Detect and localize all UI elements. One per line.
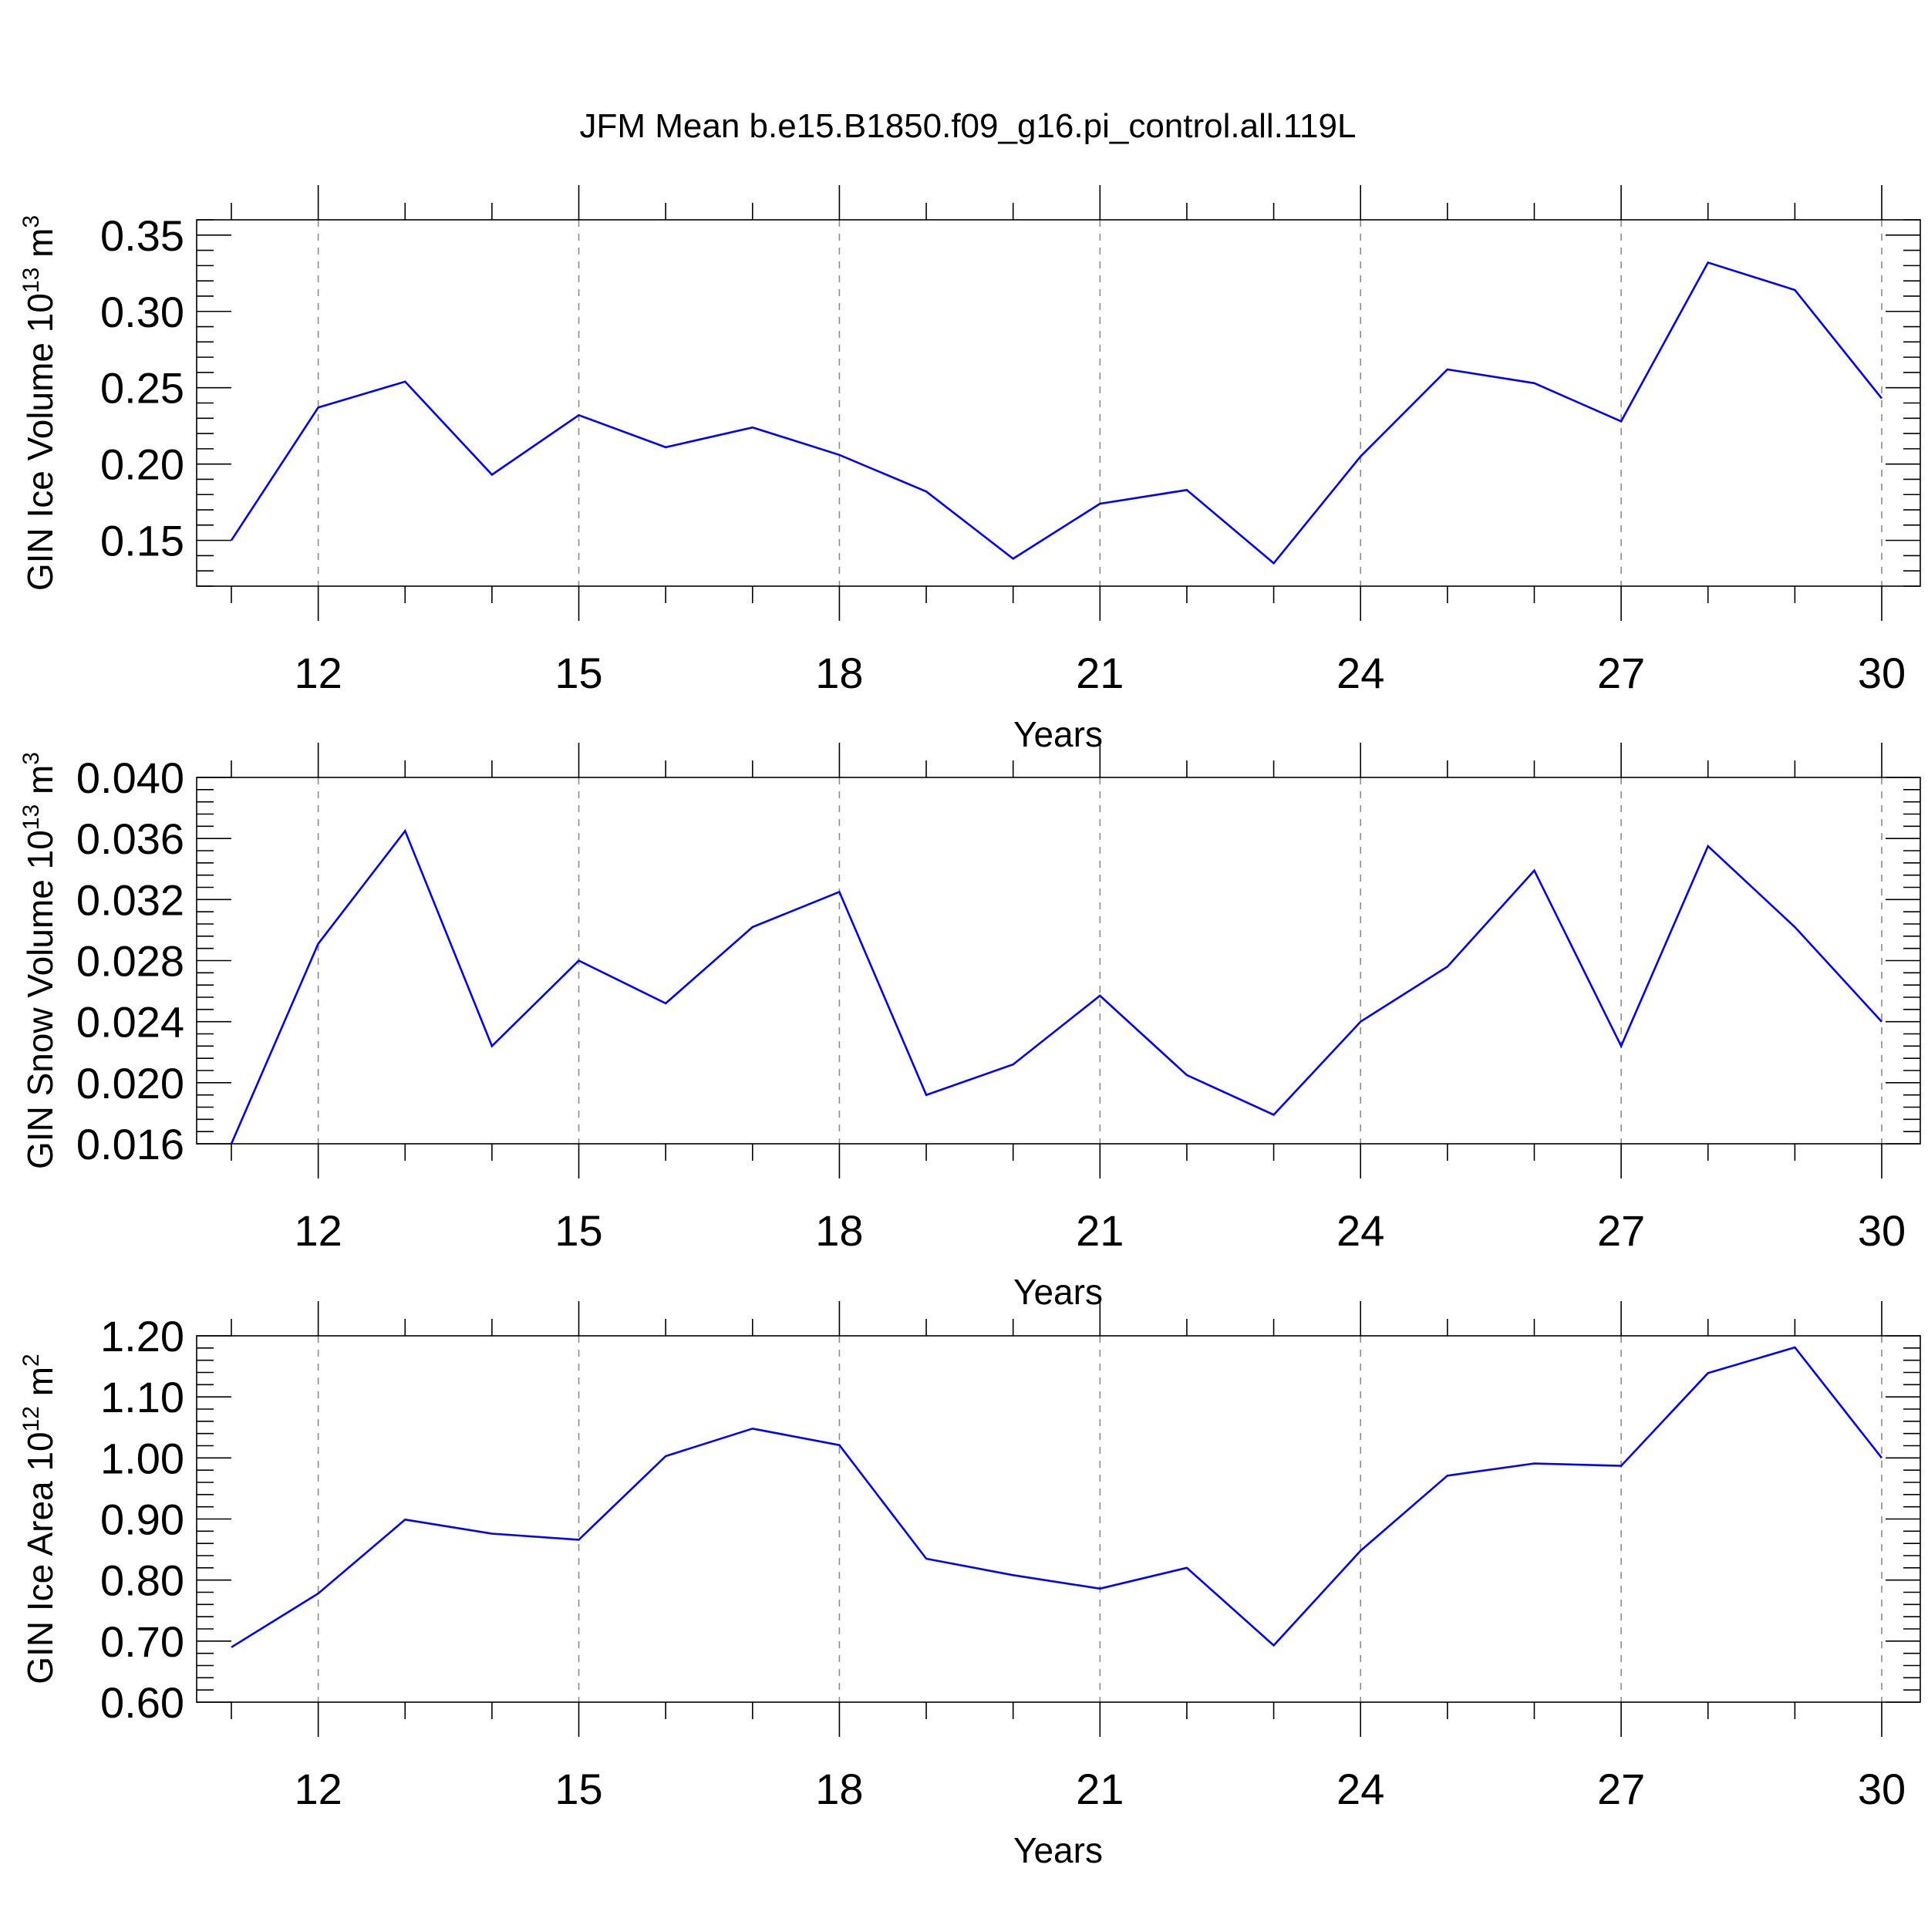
ice-area-y-tick-label: 1.20 [100,1312,184,1360]
snow-volume-panel: 12 15 18 21 24 27 30 0.016 0.020 0.024 0.028 0.032 0… [19,743,1921,1312]
ice-area-y-tick-label: 0.80 [100,1556,184,1605]
snow-volume-x-axis-title: Years [1013,1272,1103,1312]
snow-volume-y-tick-label: 0.036 [76,814,184,863]
ice-volume-y-tick-label: 0.35 [100,211,184,260]
ice-volume-panel: 12 15 18 21 24 27 30 0.15 0.20 0.25 0.30 0.35 Years G… [19,185,1921,754]
ice-area-y-axis-title-exponent: 12 [19,1406,44,1431]
snow-volume-x-tick-label: 18 [815,1206,863,1255]
snow-volume-y-tick-label: 0.028 [76,937,184,986]
ice-volume-y-axis-title-unit-exponent: 3 [19,215,44,228]
snow-volume-y-tick-label: 0.040 [76,754,184,802]
ice-area-y-tick-label: 0.90 [100,1495,184,1544]
ice-area-panel: 12 15 18 21 24 27 30 0.60 0.70 0.80 0.90 1.00 1.10 1.… [19,1301,1921,1870]
snow-volume-plot-frame [196,777,1921,1145]
ice-volume-x-tick-label: 27 [1597,649,1645,697]
snow-volume-y-axis-title-unit-exponent: 3 [19,752,44,765]
ice-area-y-tick-label: 0.70 [100,1617,184,1666]
ice-area-series-line [231,1346,1883,1648]
ice-area-y-tick-label: 0.60 [100,1678,184,1727]
ice-volume-plot-frame [196,219,1921,587]
chart-title: JFM Mean b.e15.B1850.f09_g16.pi_control.… [580,107,1357,145]
snow-volume-x-tick-label: 21 [1076,1206,1124,1255]
ice-volume-y-tick-label: 0.20 [100,440,184,489]
ice-area-y-tick-label: 1.00 [100,1434,184,1482]
ice-area-x-axis-title: Years [1013,1830,1103,1870]
snow-volume-x-tick-label: 30 [1858,1206,1906,1255]
snow-volume-y-axis-title-text: GIN Snow Volume 10 [20,830,60,1169]
ice-volume-y-axis-title: GIN Ice Volume 1013 m3 [19,215,60,591]
ice-volume-x-axis-title: Years [1013,714,1103,754]
ice-volume-y-tick-label: 0.15 [100,517,184,565]
snow-volume-x-tick-label: 12 [294,1206,342,1255]
ice-volume-x-tick-label: 12 [294,649,342,697]
ice-volume-x-tick-label: 15 [554,649,602,697]
ice-volume-y-axis-title-exponent: 13 [19,268,44,293]
ice-volume-y-tick-label: 0.25 [100,364,184,413]
ice-area-x-tick-label: 27 [1597,1765,1645,1813]
snow-volume-y-tick-label: 0.032 [76,875,184,924]
ice-area-x-tick-label: 15 [554,1765,602,1813]
snow-volume-y-axis-title-unit: m [20,765,60,804]
snow-volume-x-tick-label: 27 [1597,1206,1645,1255]
ice-area-plot-frame [196,1335,1921,1703]
ice-area-x-tick-label: 24 [1336,1765,1384,1813]
snow-volume-y-axis-title-exponent: 13 [19,804,44,830]
snow-volume-x-tick-label: 24 [1336,1206,1384,1255]
ice-volume-x-tick-label: 24 [1336,649,1384,697]
ice-area-y-axis-title-text: GIN Ice Area 10 [20,1431,60,1684]
ice-area-x-tick-label: 30 [1858,1765,1906,1813]
ice-area-y-axis-title-unit: m [20,1367,60,1406]
ice-volume-series-line [230,261,1883,565]
ice-volume-x-tick-label: 21 [1076,649,1124,697]
ice-volume-x-tick-label: 30 [1858,649,1906,697]
ice-volume-y-axis-title-unit: m [20,228,60,268]
ice-area-y-tick-label: 1.10 [100,1373,184,1421]
snow-volume-y-axis-title: GIN Snow Volume 1013 m3 [19,752,60,1169]
ice-area-x-tick-label: 18 [815,1765,863,1813]
snow-volume-y-tick-label: 0.024 [76,998,184,1047]
snow-volume-x-tick-label: 15 [554,1206,602,1255]
ice-area-x-tick-label: 21 [1076,1765,1124,1813]
snow-volume-y-tick-label: 0.016 [76,1120,184,1168]
ice-area-y-axis-title-unit-exponent: 2 [19,1354,44,1367]
ice-volume-x-tick-label: 18 [815,649,863,697]
ice-area-y-axis-title: GIN Ice Area 1012 m2 [19,1354,60,1684]
snow-volume-y-tick-label: 0.020 [76,1059,184,1108]
ice-volume-y-axis-title-text: GIN Ice Volume 10 [20,293,60,591]
ice-area-x-tick-label: 12 [294,1765,342,1813]
snow-volume-series-line [230,828,1882,1145]
ice-volume-y-tick-label: 0.30 [100,288,184,336]
